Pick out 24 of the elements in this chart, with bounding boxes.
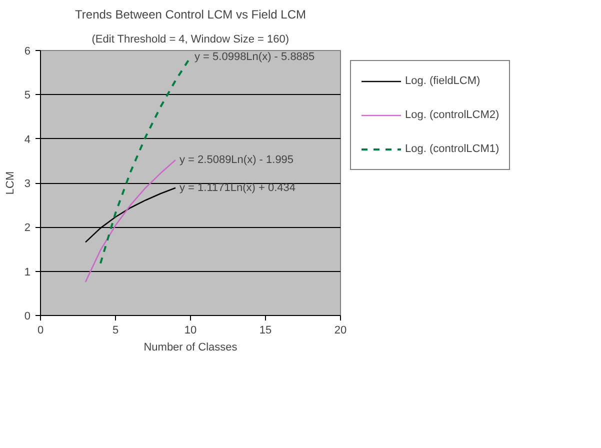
line-series bbox=[84, 159, 176, 283]
y-tick-label: 6 bbox=[24, 46, 31, 58]
annotation: y = 2.5089Ln(x) - 1.995 bbox=[180, 154, 294, 166]
x-tick-label: 10 bbox=[184, 324, 197, 336]
x-tick-label: 5 bbox=[112, 324, 119, 336]
legend-label: Log. (fieldLCM) bbox=[405, 75, 480, 87]
y-tick-label: 2 bbox=[24, 222, 31, 234]
y-tick-label: 3 bbox=[24, 178, 31, 190]
y-tick-label: 5 bbox=[24, 90, 31, 102]
line-series bbox=[84, 187, 176, 243]
legend-label: Log. (controlLCM2) bbox=[405, 109, 500, 121]
y-tick-label: 1 bbox=[24, 266, 31, 278]
x-axis-title: Number of Classes bbox=[144, 342, 238, 354]
y-tick-label: 4 bbox=[24, 134, 31, 146]
annotation: y = 5.0998Ln(x) - 5.8885 bbox=[194, 51, 315, 64]
legend-label: Log. (controlLCM1) bbox=[405, 143, 500, 155]
annotation: y = 1.1171Ln(x) + 0.434 bbox=[180, 182, 296, 194]
y-tick-label: 0 bbox=[24, 310, 31, 322]
chart-title: Trends Between Control LCM vs Field LCM bbox=[75, 8, 306, 22]
x-tick-label: 0 bbox=[37, 324, 44, 336]
y-axis-title: LCM bbox=[4, 171, 16, 195]
chart-subtitle: (Edit Threshold = 4, Window Size = 160) bbox=[92, 34, 290, 46]
x-tick-label: 20 bbox=[334, 324, 347, 336]
x-tick-label: 15 bbox=[259, 324, 272, 336]
